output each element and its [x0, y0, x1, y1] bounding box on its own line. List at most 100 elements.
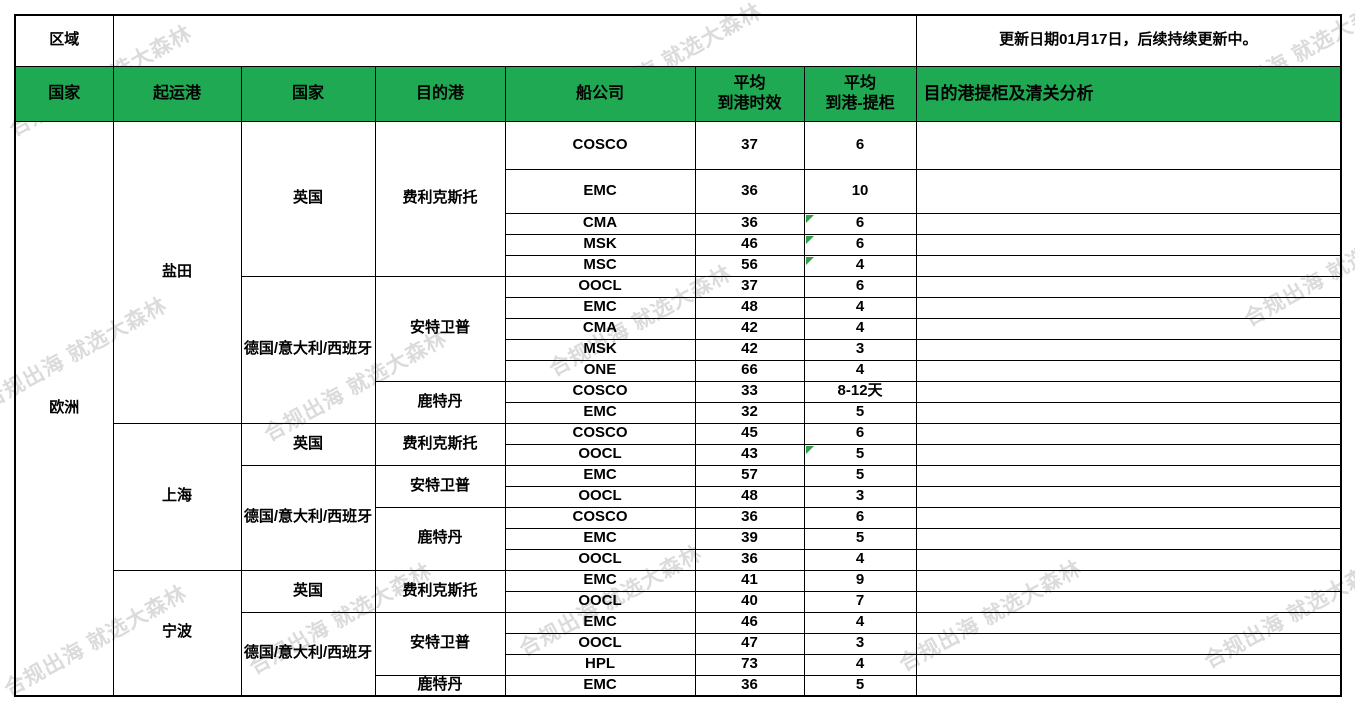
cell-dest-port[interactable]: 鹿特丹	[374, 506, 506, 571]
cell-pickup-days[interactable]: 4	[803, 653, 917, 676]
top-empty-cell[interactable]	[112, 14, 917, 67]
cell-carrier[interactable]: EMC	[504, 168, 696, 214]
region-label-cell[interactable]: 区域	[14, 14, 114, 67]
header-country[interactable]: 国家	[14, 65, 114, 122]
cell-analysis[interactable]	[915, 401, 1342, 424]
cell-pickup-days[interactable]: 6	[803, 275, 917, 298]
header-dest-country[interactable]: 国家	[240, 65, 376, 122]
cell-dest-country[interactable]: 德国/意大利/西班牙	[240, 611, 376, 697]
cell-analysis[interactable]	[915, 653, 1342, 676]
cell-analysis[interactable]	[915, 317, 1342, 340]
cell-pickup-days[interactable]: 9	[803, 569, 917, 592]
cell-dest-port[interactable]: 安特卫普	[374, 275, 506, 382]
cell-pickup-days[interactable]: 6	[803, 422, 917, 445]
cell-arrival-days[interactable]: 36	[694, 168, 805, 214]
cell-carrier[interactable]: EMC	[504, 527, 696, 550]
cell-pickup-days[interactable]: 5	[803, 464, 917, 487]
cell-dest-port[interactable]: 鹿特丹	[374, 674, 506, 697]
cell-carrier[interactable]: OOCL	[504, 590, 696, 613]
cell-arrival-days[interactable]: 43	[694, 443, 805, 466]
cell-analysis[interactable]	[915, 422, 1342, 445]
cell-pickup-days[interactable]: 4	[803, 254, 917, 277]
cell-carrier[interactable]: EMC	[504, 464, 696, 487]
header-analysis[interactable]: 目的港提柜及清关分析	[915, 65, 1342, 122]
cell-origin-port[interactable]: 宁波	[112, 569, 242, 697]
cell-arrival-days[interactable]: 46	[694, 233, 805, 256]
cell-arrival-days[interactable]: 48	[694, 296, 805, 319]
cell-analysis[interactable]	[915, 569, 1342, 592]
header-avg-pickup[interactable]: 平均 到港-提柜	[803, 65, 917, 122]
cell-analysis[interactable]	[915, 674, 1342, 697]
cell-analysis[interactable]	[915, 359, 1342, 382]
cell-carrier[interactable]: MSC	[504, 254, 696, 277]
cell-carrier[interactable]: OOCL	[504, 443, 696, 466]
cell-arrival-days[interactable]: 56	[694, 254, 805, 277]
cell-analysis[interactable]	[915, 443, 1342, 466]
cell-analysis[interactable]	[915, 548, 1342, 571]
cell-arrival-days[interactable]: 42	[694, 338, 805, 361]
cell-arrival-days[interactable]: 48	[694, 485, 805, 508]
cell-analysis[interactable]	[915, 590, 1342, 613]
cell-dest-country[interactable]: 英国	[240, 422, 376, 466]
cell-arrival-days[interactable]: 32	[694, 401, 805, 424]
cell-region[interactable]: 欧洲	[14, 120, 114, 697]
cell-carrier[interactable]: COSCO	[504, 422, 696, 445]
cell-pickup-days[interactable]: 3	[803, 338, 917, 361]
cell-carrier[interactable]: CMA	[504, 317, 696, 340]
cell-arrival-days[interactable]: 45	[694, 422, 805, 445]
cell-analysis[interactable]	[915, 611, 1342, 634]
cell-carrier[interactable]: EMC	[504, 611, 696, 634]
cell-arrival-days[interactable]: 73	[694, 653, 805, 676]
cell-pickup-days[interactable]: 5	[803, 527, 917, 550]
cell-dest-port[interactable]: 安特卫普	[374, 611, 506, 676]
cell-arrival-days[interactable]: 36	[694, 548, 805, 571]
cell-pickup-days[interactable]: 4	[803, 317, 917, 340]
cell-arrival-days[interactable]: 36	[694, 506, 805, 529]
cell-pickup-days[interactable]: 4	[803, 548, 917, 571]
cell-dest-port[interactable]: 费利克斯托	[374, 422, 506, 466]
update-note-cell[interactable]: 更新日期01月17日，后续持续更新中。	[915, 14, 1342, 67]
cell-pickup-days[interactable]: 3	[803, 485, 917, 508]
cell-analysis[interactable]	[915, 168, 1342, 214]
cell-arrival-days[interactable]: 41	[694, 569, 805, 592]
cell-carrier[interactable]: EMC	[504, 401, 696, 424]
cell-analysis[interactable]	[915, 338, 1342, 361]
cell-dest-port[interactable]: 鹿特丹	[374, 380, 506, 424]
cell-carrier[interactable]: EMC	[504, 296, 696, 319]
header-origin-port[interactable]: 起运港	[112, 65, 242, 122]
cell-arrival-days[interactable]: 42	[694, 317, 805, 340]
cell-pickup-days[interactable]: 4	[803, 611, 917, 634]
cell-analysis[interactable]	[915, 485, 1342, 508]
cell-analysis[interactable]	[915, 233, 1342, 256]
cell-analysis[interactable]	[915, 120, 1342, 170]
cell-arrival-days[interactable]: 66	[694, 359, 805, 382]
cell-pickup-days[interactable]: 5	[803, 674, 917, 697]
cell-arrival-days[interactable]: 39	[694, 527, 805, 550]
cell-carrier[interactable]: OOCL	[504, 548, 696, 571]
cell-carrier[interactable]: ONE	[504, 359, 696, 382]
header-carrier[interactable]: 船公司	[504, 65, 696, 122]
cell-pickup-days[interactable]: 5	[803, 443, 917, 466]
cell-dest-country[interactable]: 德国/意大利/西班牙	[240, 464, 376, 571]
cell-arrival-days[interactable]: 47	[694, 632, 805, 655]
cell-carrier[interactable]: MSK	[504, 338, 696, 361]
cell-carrier[interactable]: COSCO	[504, 120, 696, 170]
cell-pickup-days[interactable]: 3	[803, 632, 917, 655]
cell-analysis[interactable]	[915, 632, 1342, 655]
cell-analysis[interactable]	[915, 380, 1342, 403]
cell-analysis[interactable]	[915, 296, 1342, 319]
cell-origin-port[interactable]: 盐田	[112, 120, 242, 424]
cell-pickup-days[interactable]: 6	[803, 506, 917, 529]
header-avg-arrival[interactable]: 平均 到港时效	[694, 65, 805, 122]
cell-arrival-days[interactable]: 40	[694, 590, 805, 613]
cell-carrier[interactable]: OOCL	[504, 632, 696, 655]
cell-carrier[interactable]: MSK	[504, 233, 696, 256]
cell-analysis[interactable]	[915, 464, 1342, 487]
cell-carrier[interactable]: COSCO	[504, 380, 696, 403]
cell-pickup-days[interactable]: 6	[803, 120, 917, 170]
cell-arrival-days[interactable]: 46	[694, 611, 805, 634]
cell-pickup-days[interactable]: 7	[803, 590, 917, 613]
cell-carrier[interactable]: EMC	[504, 569, 696, 592]
cell-arrival-days[interactable]: 36	[694, 674, 805, 697]
cell-pickup-days[interactable]: 6	[803, 212, 917, 235]
